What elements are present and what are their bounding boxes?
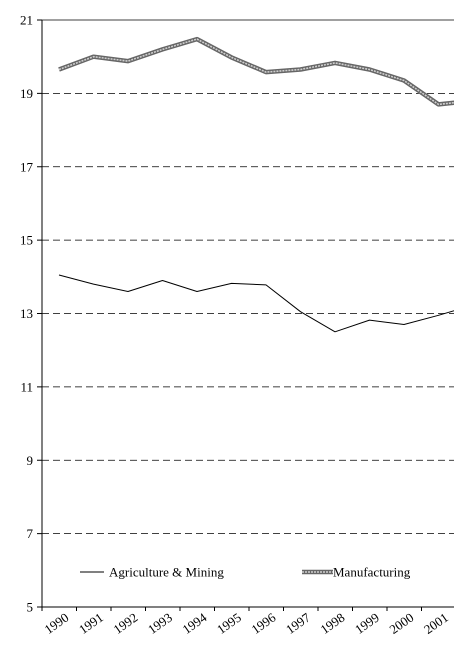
x-tick-label: 1992	[110, 610, 140, 637]
x-tick-label: 1998	[317, 610, 347, 637]
x-tick-label: 2001	[421, 610, 451, 637]
y-tick-label: 13	[20, 306, 33, 321]
x-tick-label: 1996	[248, 609, 278, 636]
gridlines	[42, 19, 454, 535]
x-tick-label: 1990	[41, 610, 71, 637]
y-tick-label: 21	[20, 13, 33, 28]
legend: Agriculture & Mining Manufacturing	[80, 565, 411, 580]
series-lines	[58, 36, 454, 333]
legend-label-agriculture-mining: Agriculture & Mining	[109, 565, 224, 580]
series-line-agriculture-mining	[58, 274, 454, 333]
y-tick-label: 9	[27, 453, 34, 468]
legend-label-manufacturing: Manufacturing	[333, 565, 411, 580]
y-tick-label: 5	[27, 600, 34, 615]
y-tick-label: 17	[20, 159, 34, 174]
x-tick-label: 1999	[352, 610, 382, 637]
series-line-manufacturing-inner	[58, 38, 454, 106]
y-tick-label: 11	[20, 379, 33, 394]
series-line-manufacturing	[58, 36, 454, 107]
x-tick-label: 1994	[179, 609, 209, 636]
x-tick-label: 1993	[145, 610, 175, 637]
y-tick-label: 15	[20, 233, 33, 248]
x-tick-label: 1991	[76, 610, 106, 637]
x-tick-label: 1997	[283, 609, 313, 636]
x-tick-label: 2000	[386, 610, 416, 637]
x-tick-label: 1995	[214, 610, 244, 637]
y-tick-label: 7	[27, 526, 34, 541]
y-tick-label: 19	[20, 86, 33, 101]
